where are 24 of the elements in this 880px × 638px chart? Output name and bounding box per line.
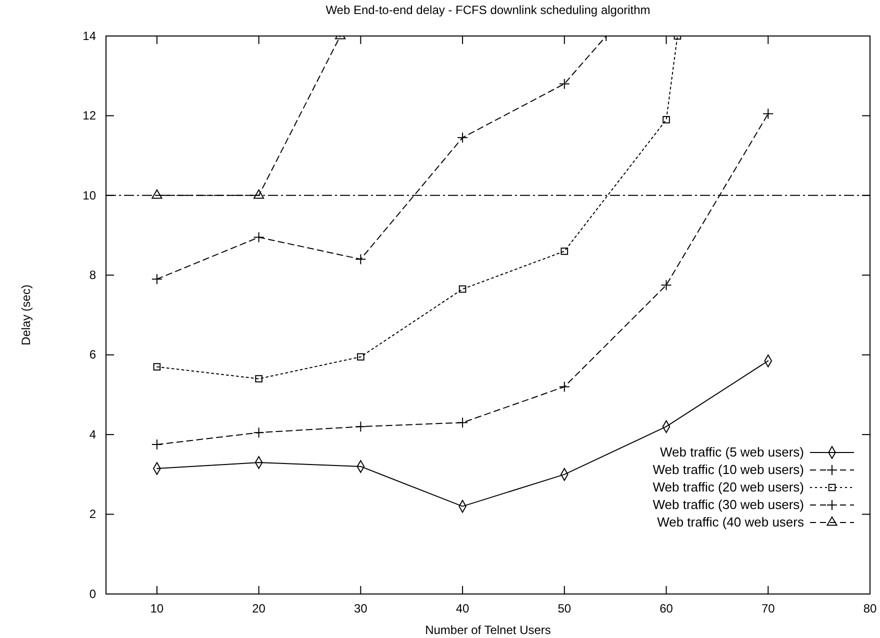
x-tick-label: 10 <box>150 602 164 616</box>
x-tick-label: 80 <box>863 602 877 616</box>
y-tick-label: 8 <box>89 268 96 282</box>
x-axis-title: Number of Telnet Users <box>425 623 551 637</box>
y-tick-label: 14 <box>82 28 96 43</box>
x-tick-label: 20 <box>252 602 266 616</box>
x-tick-label: 40 <box>456 602 470 616</box>
x-tick-label: 50 <box>558 602 572 616</box>
y-tick-label: 2 <box>89 507 96 522</box>
chart-title: Web End-to-end delay - FCFS downlink scheduling algorithm <box>326 3 650 17</box>
legend-label: Web traffic (5 web users) <box>660 444 804 460</box>
x-tick-label: 70 <box>761 602 776 616</box>
y-tick-label: 4 <box>89 427 96 442</box>
x-tick-label: 60 <box>660 602 674 616</box>
y-tick-label: 6 <box>89 348 96 362</box>
legend-label: Web traffic (30 web users) <box>652 497 804 512</box>
y-axis-title: Delay (sec) <box>19 284 33 346</box>
y-tick-label: 12 <box>82 108 96 123</box>
y-tick-label: 10 <box>82 188 96 202</box>
legend-label: Web traffic (20 web users) <box>652 480 804 495</box>
legend-label: Web traffic (10 web users) <box>652 462 804 478</box>
y-tick-label: 0 <box>89 586 96 601</box>
x-tick-label: 30 <box>354 602 368 616</box>
legend-label: Web traffic (40 web users <box>657 514 804 530</box>
